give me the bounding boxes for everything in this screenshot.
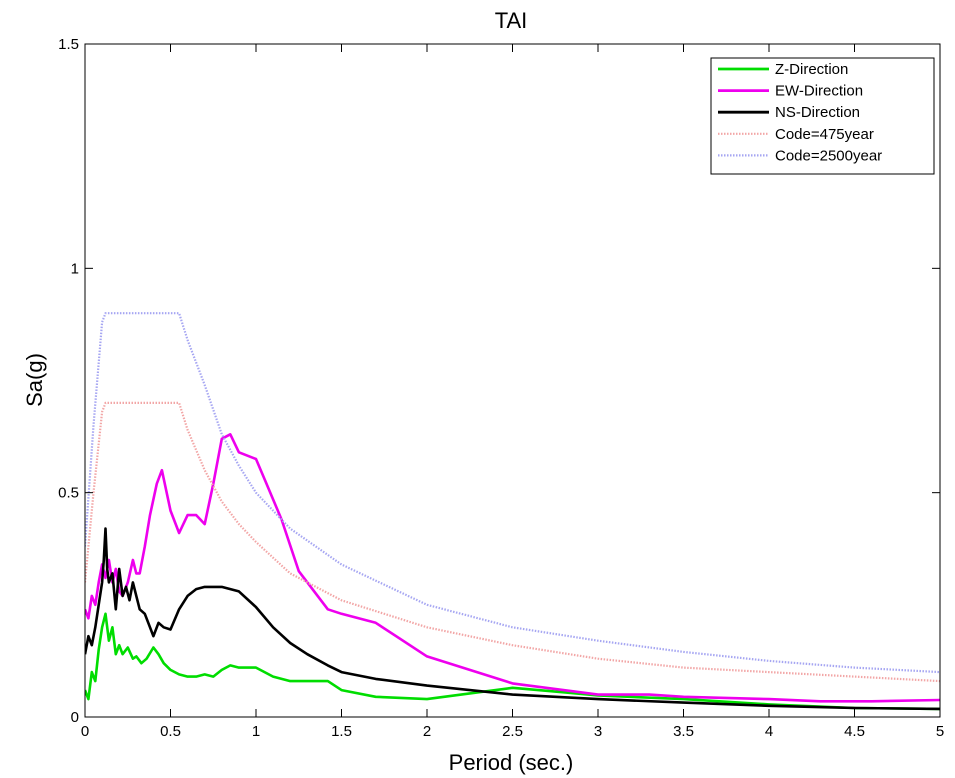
legend: Z-Direction EW-Direction NS-Direction Code=… — [710, 57, 935, 175]
x-tick-label: 3.5 — [673, 723, 694, 740]
x-tick-label: 0 — [81, 723, 89, 740]
y-tick-label: 1 — [71, 260, 79, 277]
legend-label: Code=475year — [775, 126, 874, 143]
x-tick-label: 4 — [765, 723, 773, 740]
x-axis-label: Period (sec.) — [449, 750, 574, 775]
y-tick-label: 0 — [71, 709, 79, 726]
x-tick-label: 1 — [252, 723, 260, 740]
x-axis: 0 0.5 1 1.5 2 2.5 3 3.5 4 4.5 5 — [81, 44, 944, 740]
legend-label: Z-Direction — [775, 61, 848, 78]
x-tick-label: 5 — [936, 723, 944, 740]
x-tick-label: 3 — [594, 723, 602, 740]
y-tick-label: 1.5 — [58, 36, 79, 53]
x-tick-label: 0.5 — [160, 723, 181, 740]
series-line-2 — [85, 432, 940, 703]
x-tick-label: 4.5 — [844, 723, 865, 740]
chart-title: TAI — [495, 8, 528, 33]
series-line-4 — [85, 401, 940, 683]
y-axis: 0 0.5 1 1.5 — [58, 36, 940, 726]
x-tick-label: 2.5 — [502, 723, 523, 740]
y-axis-label: Sa(g) — [22, 353, 47, 407]
legend-label: NS-Direction — [775, 104, 860, 121]
y-tick-label: 0.5 — [58, 485, 79, 502]
series-line-3 — [85, 527, 940, 711]
x-tick-label: 2 — [423, 723, 431, 740]
series-line-5 — [85, 312, 940, 674]
x-tick-label: 1.5 — [331, 723, 352, 740]
legend-label: EW-Direction — [775, 83, 863, 100]
legend-label: Code=2500year — [775, 147, 882, 164]
series-line-1 — [85, 612, 940, 711]
